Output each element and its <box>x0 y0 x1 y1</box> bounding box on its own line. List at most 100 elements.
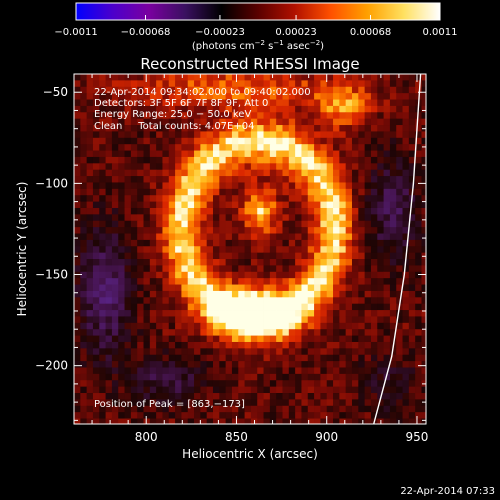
heatmap-cell <box>263 310 271 317</box>
heatmap-cell <box>143 86 151 94</box>
heatmap-cell <box>307 361 315 368</box>
heatmap-cell <box>149 163 157 171</box>
heatmap-cell <box>269 418 277 424</box>
heatmap-cell <box>181 176 189 183</box>
heatmap-cell <box>333 144 340 151</box>
heatmap-cell <box>219 80 227 88</box>
heatmap-cell <box>92 201 100 209</box>
heatmap-cell <box>377 233 384 241</box>
heatmap-cell <box>377 99 384 107</box>
heatmap-cell <box>80 207 88 215</box>
heatmap-cell <box>402 386 410 394</box>
heatmap-cell <box>175 290 182 298</box>
heatmap-cell <box>257 93 264 100</box>
heatmap-cell <box>288 354 296 362</box>
heatmap-cell <box>99 137 106 145</box>
heatmap-cell <box>105 303 113 311</box>
heatmap-cell <box>231 233 239 241</box>
heatmap-cell <box>124 393 132 400</box>
heatmap-cell <box>111 418 119 424</box>
heatmap-cell <box>80 367 88 375</box>
heatmap-cell <box>383 405 391 413</box>
heatmap-cell <box>111 405 119 413</box>
footer-timestamp: 22‑Apr‑2014 07:33 <box>400 486 495 497</box>
heatmap-cell <box>244 265 252 273</box>
heatmap-cell <box>358 227 366 234</box>
heatmap-cell <box>194 125 201 132</box>
heatmap-cell <box>143 137 151 145</box>
heatmap-cell <box>175 233 182 241</box>
heatmap-cell <box>231 367 239 375</box>
heatmap-cell <box>162 74 170 81</box>
heatmap-cell <box>396 137 403 145</box>
heatmap-cell <box>212 112 220 120</box>
heatmap-cell <box>111 125 119 132</box>
heatmap-cell <box>402 380 410 388</box>
heatmap-cell <box>111 290 119 298</box>
heatmap-cell <box>358 201 366 209</box>
heatmap-cell <box>364 80 372 88</box>
heatmap-cell <box>326 220 334 228</box>
heatmap-cell <box>257 176 264 183</box>
y-tick-label: −150 <box>35 268 68 282</box>
heatmap-cell <box>389 412 397 419</box>
heatmap-cell <box>187 399 195 407</box>
heatmap-cell <box>219 144 227 151</box>
y-tick-label: −200 <box>35 359 68 373</box>
heatmap-cell <box>263 341 271 349</box>
heatmap-cell <box>377 361 384 368</box>
heatmap-cell <box>263 380 271 388</box>
heatmap-cell <box>105 188 113 196</box>
heatmap-cell <box>187 310 195 317</box>
heatmap-cell <box>250 239 258 247</box>
heatmap-cell <box>295 137 302 145</box>
heatmap-cell <box>288 137 296 145</box>
heatmap-cell <box>130 112 138 120</box>
heatmap-cell <box>175 131 182 139</box>
heatmap-cell <box>80 201 88 209</box>
heatmap-cell <box>175 112 182 120</box>
chart-title: Reconstructed RHESSI Image <box>140 55 359 73</box>
heatmap-cell <box>333 220 340 228</box>
heatmap-cell <box>326 233 334 241</box>
heatmap-cell <box>124 118 132 126</box>
heatmap-cell <box>99 412 106 419</box>
heatmap-cell <box>200 131 208 139</box>
heatmap-cell <box>187 201 195 209</box>
heatmap-cell <box>187 182 195 190</box>
heatmap-cell <box>137 393 144 400</box>
heatmap-cell <box>92 361 100 368</box>
heatmap-cell <box>200 99 208 107</box>
heatmap-cell <box>351 201 359 209</box>
heatmap-cell <box>143 233 151 241</box>
heatmap-cell <box>181 99 189 107</box>
heatmap-cell <box>295 156 302 164</box>
heatmap-cell <box>219 207 227 215</box>
heatmap-cell <box>282 329 290 336</box>
heatmap-cell <box>162 348 170 356</box>
heatmap-cell <box>162 169 170 177</box>
heatmap-cell <box>187 354 195 362</box>
heatmap-cell <box>181 322 189 330</box>
heatmap-cell <box>320 176 328 183</box>
heatmap-cell <box>333 233 340 241</box>
heatmap-cell <box>187 322 195 330</box>
heatmap-cell <box>377 105 384 113</box>
heatmap-cell <box>345 354 353 362</box>
heatmap-cell <box>377 93 384 100</box>
heatmap-cell <box>389 278 397 285</box>
heatmap-cell <box>187 86 195 94</box>
heatmap-cell <box>92 195 100 202</box>
heatmap-cell <box>231 220 239 228</box>
heatmap-cell <box>333 348 340 356</box>
heatmap-cell <box>282 373 290 381</box>
heatmap-cell <box>130 118 138 126</box>
heatmap-cell <box>231 163 239 171</box>
heatmap-cell <box>92 131 100 139</box>
heatmap-cell <box>130 252 138 260</box>
heatmap-cell <box>421 131 426 139</box>
heatmap-cell <box>415 341 422 349</box>
heatmap-cell <box>74 418 81 424</box>
heatmap-cell <box>175 399 182 407</box>
heatmap-cell <box>383 233 391 241</box>
